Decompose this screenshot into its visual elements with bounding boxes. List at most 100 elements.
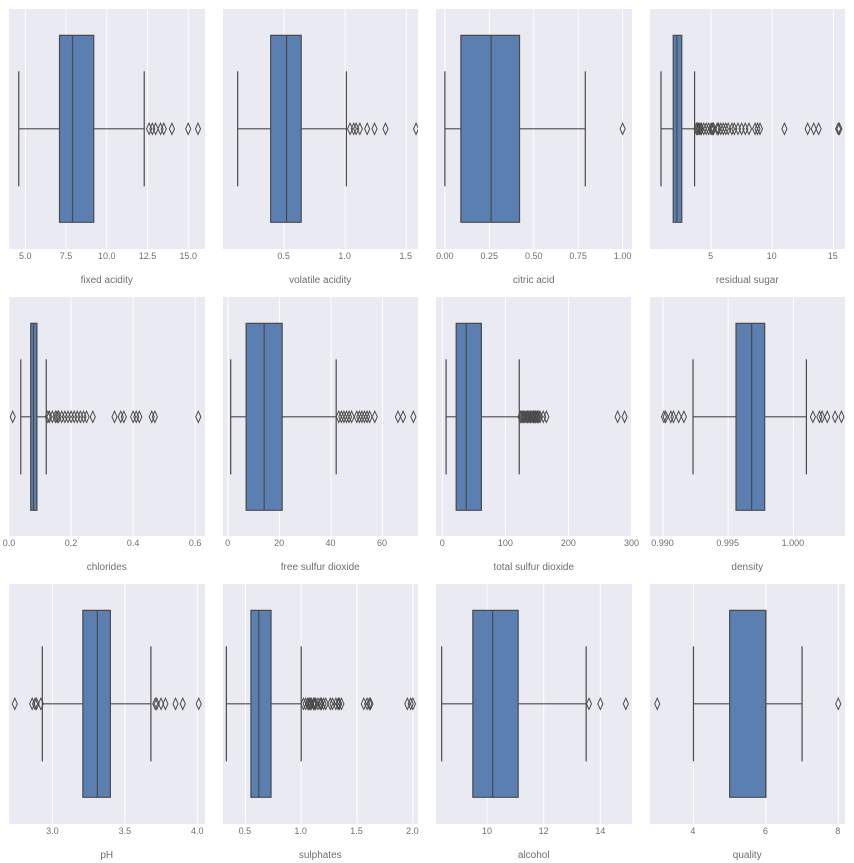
tick-label: 14 bbox=[595, 826, 605, 836]
x-axis-label: free sulfur dioxide bbox=[214, 562, 428, 573]
tick-label: 0.5 bbox=[277, 251, 290, 261]
x-axis-label: alcohol bbox=[427, 850, 641, 861]
tick-label: 1.0 bbox=[294, 826, 307, 836]
x-ticks: 0 20 40 60 bbox=[223, 538, 419, 554]
plot-area: 0204060 bbox=[222, 296, 420, 538]
tick-label: 0.995 bbox=[716, 538, 739, 548]
panel-free-sulfur-dioxide: 0 20 40 60 free sulfur dioxide bbox=[214, 288, 428, 576]
panel-density: 0.9900.9951.000density bbox=[641, 288, 854, 576]
tick-label: 0.5 bbox=[239, 826, 252, 836]
panel-chlorides: 0.00.20.40.6 chlorides bbox=[0, 288, 214, 576]
panel-sulphates: 0.51.01.52.0sulphates bbox=[214, 575, 428, 863]
tick-label: 100 bbox=[498, 538, 513, 548]
tick-label: 8 bbox=[835, 826, 840, 836]
x-axis-label: total sulfur dioxide bbox=[427, 562, 641, 573]
boxplot-svg bbox=[436, 9, 632, 249]
tick-label: 60 bbox=[377, 538, 387, 548]
panel-citric-acid: 0.00 0.25 0.50 0.75 1.00 citric acid bbox=[427, 0, 641, 288]
plot-area: 101214 bbox=[435, 583, 633, 825]
boxplot-svg bbox=[436, 584, 632, 824]
plot-area: 0.9900.9951.000 bbox=[649, 296, 847, 538]
panel-volatile-acidity: 0.5 1.0 1.5 volatile acidity bbox=[214, 0, 428, 288]
plot-area: 0.51.01.5 bbox=[222, 8, 420, 250]
x-ticks: 0.5 1.0 1.5 bbox=[223, 251, 419, 267]
plot-area: 0.000.250.500.751.00 bbox=[435, 8, 633, 250]
plot-area: 0100200300 bbox=[435, 296, 633, 538]
tick-label: 0.25 bbox=[481, 251, 499, 261]
x-axis-label: citric acid bbox=[427, 275, 641, 286]
boxplot-grid: 5.07.510.012.515.0fixed acidity0.51.01.5… bbox=[0, 0, 854, 863]
tick-label: 1.00 bbox=[614, 251, 632, 261]
tick-label: 0 bbox=[225, 538, 230, 548]
tick-label: 3.5 bbox=[119, 826, 132, 836]
tick-label: 1.000 bbox=[782, 538, 805, 548]
x-axis-label: quality bbox=[641, 850, 854, 861]
tick-label: 0.990 bbox=[651, 538, 674, 548]
tick-label: 0.75 bbox=[569, 251, 587, 261]
x-ticks: 5 10 15 bbox=[650, 251, 846, 267]
tick-label: 0.50 bbox=[525, 251, 543, 261]
tick-label: 10 bbox=[767, 251, 777, 261]
tick-label: 3.0 bbox=[46, 826, 59, 836]
plot-area: 5.07.510.012.515.0 bbox=[8, 8, 206, 250]
plot-area: 51015 bbox=[649, 8, 847, 250]
tick-label: 4.0 bbox=[191, 826, 204, 836]
x-ticks: 10 12 14 bbox=[436, 826, 632, 842]
x-ticks: 0100200300 bbox=[436, 538, 632, 554]
tick-label: 12.5 bbox=[139, 251, 157, 261]
boxplot-svg bbox=[223, 297, 419, 537]
tick-label: 10 bbox=[482, 826, 492, 836]
x-axis-label: volatile acidity bbox=[214, 275, 428, 286]
tick-label: 1.5 bbox=[350, 826, 363, 836]
panel-total-sulfur-dioxide: 0100200300total sulfur dioxide bbox=[427, 288, 641, 576]
x-ticks: 0.00.20.40.6 bbox=[9, 538, 205, 554]
tick-label: 5.0 bbox=[19, 251, 32, 261]
x-axis-label: pH bbox=[0, 850, 214, 861]
tick-label: 15.0 bbox=[179, 251, 197, 261]
boxplot-svg bbox=[650, 297, 846, 537]
tick-label: 0.4 bbox=[127, 538, 140, 548]
plot-area: 0.00.20.40.6 bbox=[8, 296, 206, 538]
boxplot-svg bbox=[223, 584, 419, 824]
tick-label: 10.0 bbox=[98, 251, 116, 261]
tick-label: 1.0 bbox=[338, 251, 351, 261]
boxplot-svg bbox=[9, 584, 205, 824]
tick-label: 6 bbox=[763, 826, 768, 836]
x-axis-label: sulphates bbox=[214, 850, 428, 861]
tick-label: 200 bbox=[561, 538, 576, 548]
x-ticks: 3.0 3.5 4.0 bbox=[9, 826, 205, 842]
boxplot-svg bbox=[650, 9, 846, 249]
tick-label: 300 bbox=[624, 538, 639, 548]
panel-pH: 3.0 3.5 4.0 pH bbox=[0, 575, 214, 863]
x-ticks: 0.00 0.25 0.50 0.75 1.00 bbox=[436, 251, 632, 267]
tick-label: 15 bbox=[828, 251, 838, 261]
plot-area: 0.51.01.52.0 bbox=[222, 583, 420, 825]
x-axis-label: chlorides bbox=[0, 562, 214, 573]
panel-residual-sugar: 5 10 15 residual sugar bbox=[641, 0, 854, 288]
tick-label: 12 bbox=[539, 826, 549, 836]
tick-label: 0.6 bbox=[189, 538, 202, 548]
panel-alcohol: 10 12 14 alcohol bbox=[427, 575, 641, 863]
tick-label: 20 bbox=[274, 538, 284, 548]
tick-label: 0 bbox=[440, 538, 445, 548]
tick-label: 1.5 bbox=[400, 251, 413, 261]
tick-label: 5 bbox=[708, 251, 713, 261]
tick-label: 0.0 bbox=[3, 538, 16, 548]
boxplot-svg bbox=[650, 584, 846, 824]
x-axis-label: fixed acidity bbox=[0, 275, 214, 286]
panel-quality: 468quality bbox=[641, 575, 854, 863]
panel-fixed-acidity: 5.0 7.5 10.0 12.5 15.0 fixed acidity bbox=[0, 0, 214, 288]
tick-label: 40 bbox=[326, 538, 336, 548]
boxplot-svg bbox=[9, 297, 205, 537]
x-axis-label: residual sugar bbox=[641, 275, 854, 286]
boxplot-svg bbox=[223, 9, 419, 249]
tick-label: 2.0 bbox=[406, 826, 419, 836]
x-axis-label: density bbox=[641, 562, 854, 573]
boxplot-svg bbox=[9, 9, 205, 249]
tick-label: 7.5 bbox=[60, 251, 73, 261]
x-ticks: 468 bbox=[650, 826, 846, 842]
x-ticks: 5.0 7.5 10.0 12.5 15.0 bbox=[9, 251, 205, 267]
boxplot-svg bbox=[436, 297, 632, 537]
plot-area: 3.03.54.0 bbox=[8, 583, 206, 825]
tick-label: 0.00 bbox=[436, 251, 454, 261]
